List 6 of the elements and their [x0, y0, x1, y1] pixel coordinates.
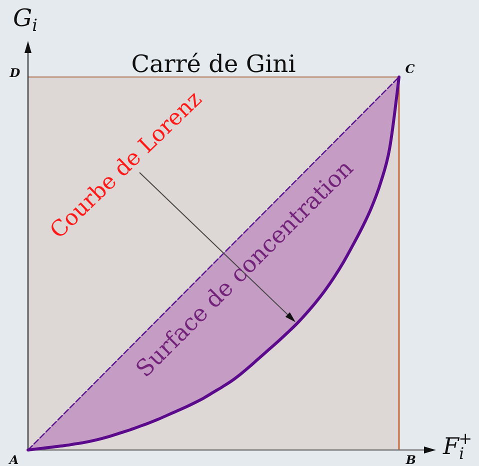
text: A: [8, 453, 19, 466]
y-axis-title: G$_{i}$: [13, 4, 38, 35]
text: D: [8, 66, 21, 80]
chart-title: Carré de Gini: [131, 50, 296, 78]
text: C: [405, 62, 416, 76]
text: B: [404, 453, 416, 466]
